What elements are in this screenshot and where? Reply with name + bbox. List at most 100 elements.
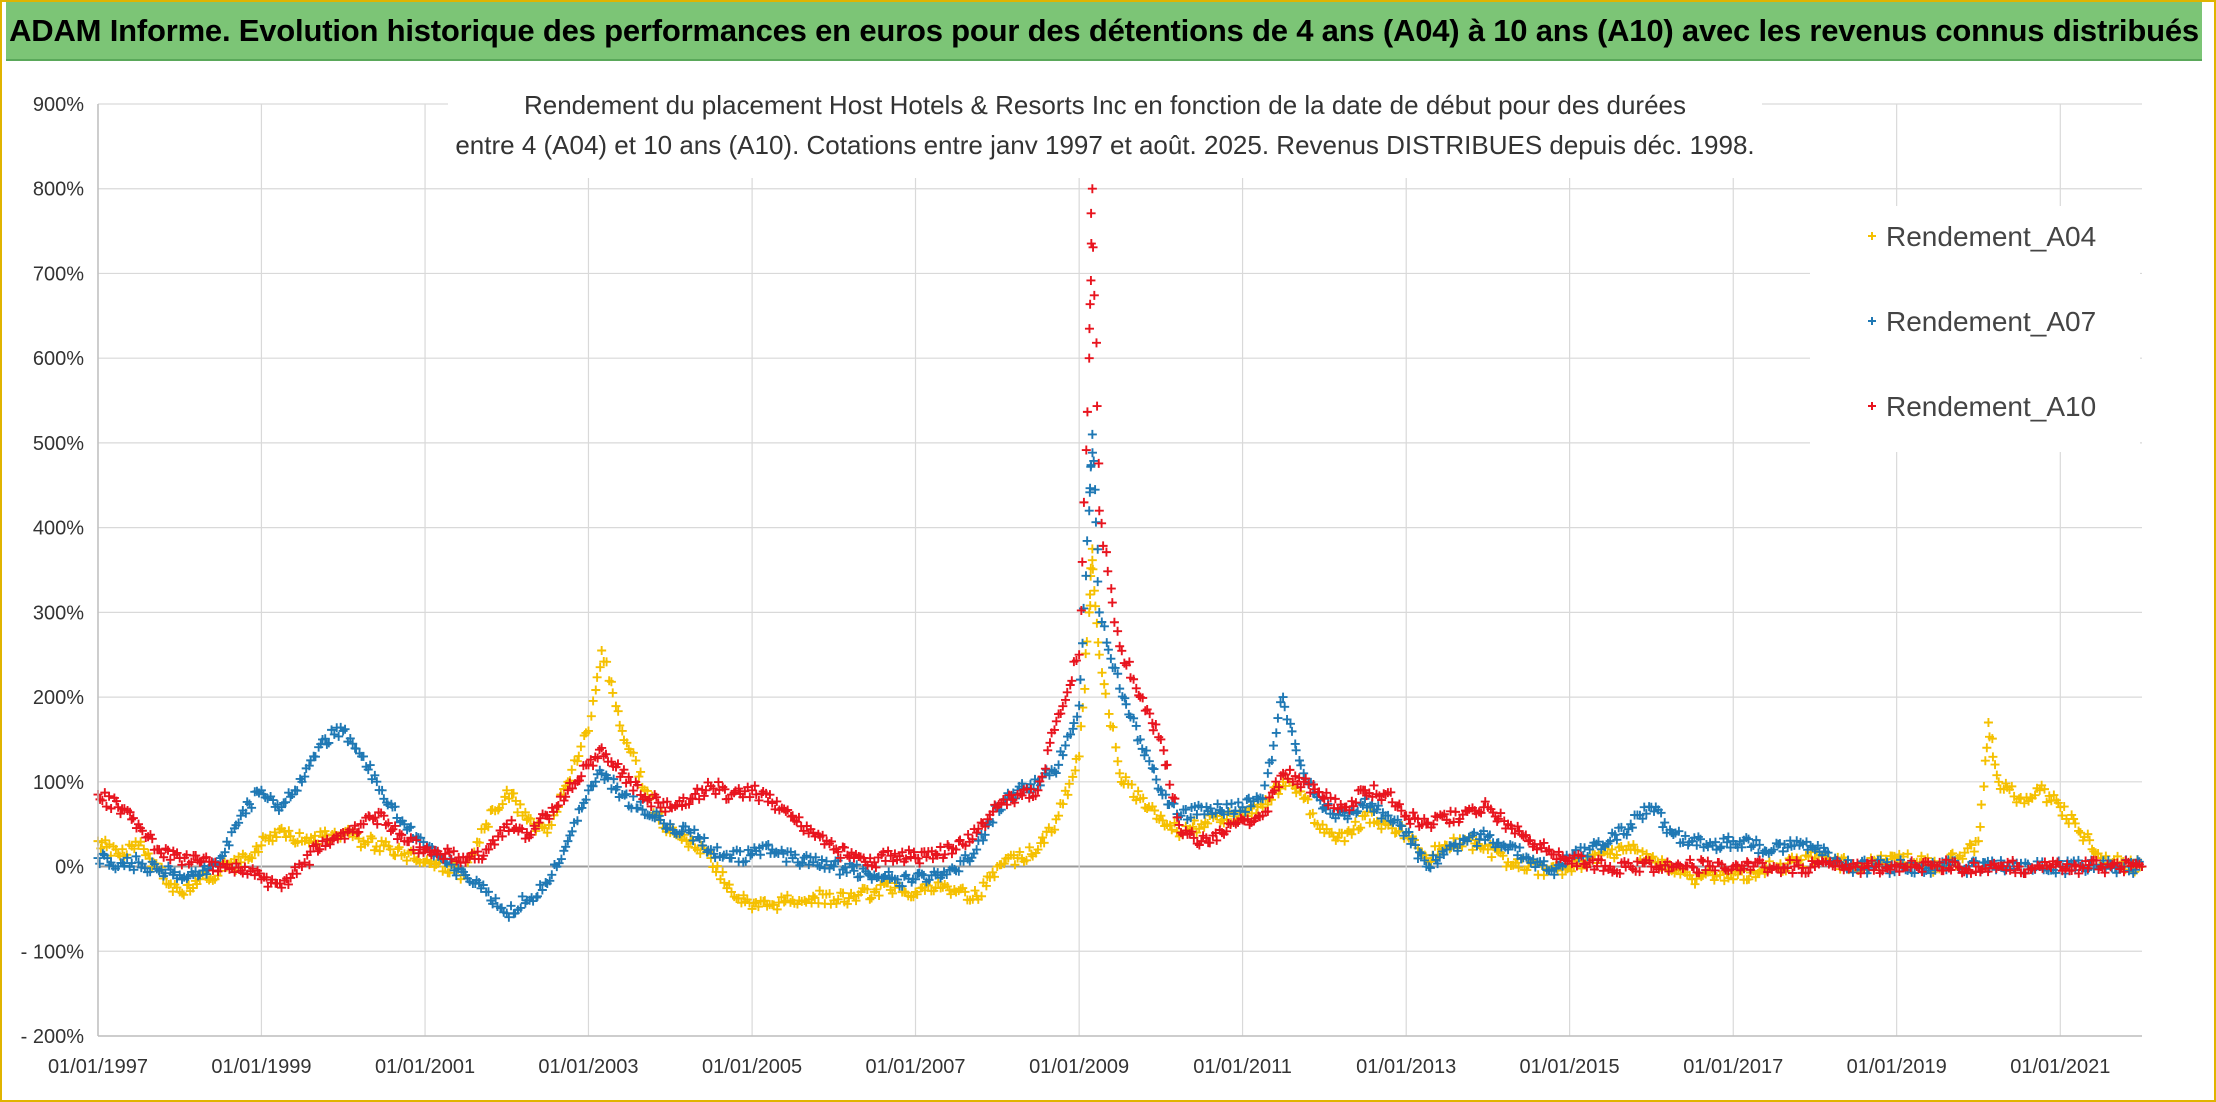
- data-point: [2014, 794, 2024, 804]
- data-point: [1598, 866, 1608, 876]
- data-point: [2100, 868, 2110, 878]
- x-tick-label: 01/01/1997: [48, 1056, 148, 1078]
- data-point: [1916, 851, 1926, 861]
- data-point: [539, 823, 549, 833]
- data-point: [1742, 857, 1752, 867]
- data-point: [1971, 856, 1981, 866]
- data-point: [483, 822, 493, 832]
- data-point: [692, 784, 702, 794]
- data-point: [2052, 857, 2062, 867]
- data-point: [1026, 849, 1036, 859]
- data-point: [2098, 862, 2108, 872]
- data-point: [1271, 777, 1281, 787]
- data-point: [567, 783, 577, 793]
- data-point: [1115, 768, 1125, 778]
- data-point: [1746, 842, 1756, 852]
- data-point: [284, 826, 294, 836]
- data-point: [1787, 868, 1797, 878]
- data-point: [1990, 760, 2000, 770]
- data-point: [919, 870, 929, 880]
- y-tick-label: - 100%: [21, 941, 85, 963]
- data-point: [1612, 835, 1622, 845]
- data-point: [350, 821, 360, 831]
- data-point: [1085, 299, 1095, 309]
- data-point: [1026, 784, 1036, 794]
- data-point: [311, 839, 321, 849]
- data-point: [1340, 836, 1350, 846]
- data-point: [1082, 637, 1092, 647]
- data-point: [491, 893, 501, 903]
- header-title: ADAM Informe. Evolution historique des p…: [9, 12, 2199, 48]
- data-point: [1480, 797, 1490, 807]
- data-point: [701, 785, 711, 795]
- data-point: [1033, 845, 1043, 855]
- data-point: [772, 796, 782, 806]
- data-point: [1453, 846, 1463, 856]
- data-point: [490, 839, 500, 849]
- data-point: [1066, 729, 1076, 739]
- data-point: [1538, 860, 1548, 870]
- data-point: [972, 845, 982, 855]
- data-point: [734, 893, 744, 903]
- data-point: [1082, 407, 1092, 417]
- data-point: [586, 755, 596, 765]
- data-point: [1158, 815, 1168, 825]
- data-point: [1515, 843, 1525, 853]
- data-point: [865, 853, 875, 863]
- data-point: [411, 835, 421, 845]
- data-point: [1554, 847, 1564, 857]
- data-point: [1087, 448, 1097, 458]
- data-point: [800, 895, 810, 905]
- data-point: [1410, 840, 1420, 850]
- data-point: [949, 864, 959, 874]
- data-point: [1405, 819, 1415, 829]
- data-point: [734, 784, 744, 794]
- data-point: [699, 833, 709, 843]
- data-point: [1539, 838, 1549, 848]
- data-point: [2119, 867, 2129, 877]
- data-point: [2070, 818, 2080, 828]
- data-point: [1987, 734, 1997, 744]
- data-point: [234, 818, 244, 828]
- data-point: [1565, 853, 1575, 863]
- data-point: [179, 890, 189, 900]
- data-point: [1703, 856, 1713, 866]
- data-point: [473, 847, 483, 857]
- data-point: [1079, 497, 1089, 507]
- data-point: [535, 880, 545, 890]
- data-point: [810, 893, 820, 903]
- data-point: [1159, 745, 1169, 755]
- data-point: [1094, 506, 1104, 516]
- data-point: [642, 786, 652, 796]
- data-point: [1086, 208, 1096, 218]
- data-point: [638, 805, 648, 815]
- data-point: [631, 756, 641, 766]
- data-point: [988, 867, 998, 877]
- data-point: [1051, 768, 1061, 778]
- data-point: [2060, 864, 2070, 874]
- data-point: [201, 852, 211, 862]
- data-point: [1789, 862, 1799, 872]
- data-point: [1203, 818, 1213, 828]
- data-point: [418, 837, 428, 847]
- data-point: [871, 884, 881, 894]
- data-point: [1498, 851, 1508, 861]
- data-point: [1094, 458, 1104, 468]
- data-point: [422, 842, 432, 852]
- data-point: [1156, 811, 1166, 821]
- data-point: [1680, 831, 1690, 841]
- data-point: [1627, 823, 1637, 833]
- data-point: [1657, 855, 1667, 865]
- data-point: [1982, 743, 1992, 753]
- data-point: [1081, 649, 1091, 659]
- data-point: [688, 836, 698, 846]
- data-point: [147, 834, 157, 844]
- data-point: [1037, 772, 1047, 782]
- data-point: [281, 797, 291, 807]
- data-point: [1969, 847, 1979, 857]
- data-point: [381, 837, 391, 847]
- data-point: [576, 771, 586, 781]
- data-point: [241, 808, 251, 818]
- data-point: [1060, 740, 1070, 750]
- data-point: [313, 846, 323, 856]
